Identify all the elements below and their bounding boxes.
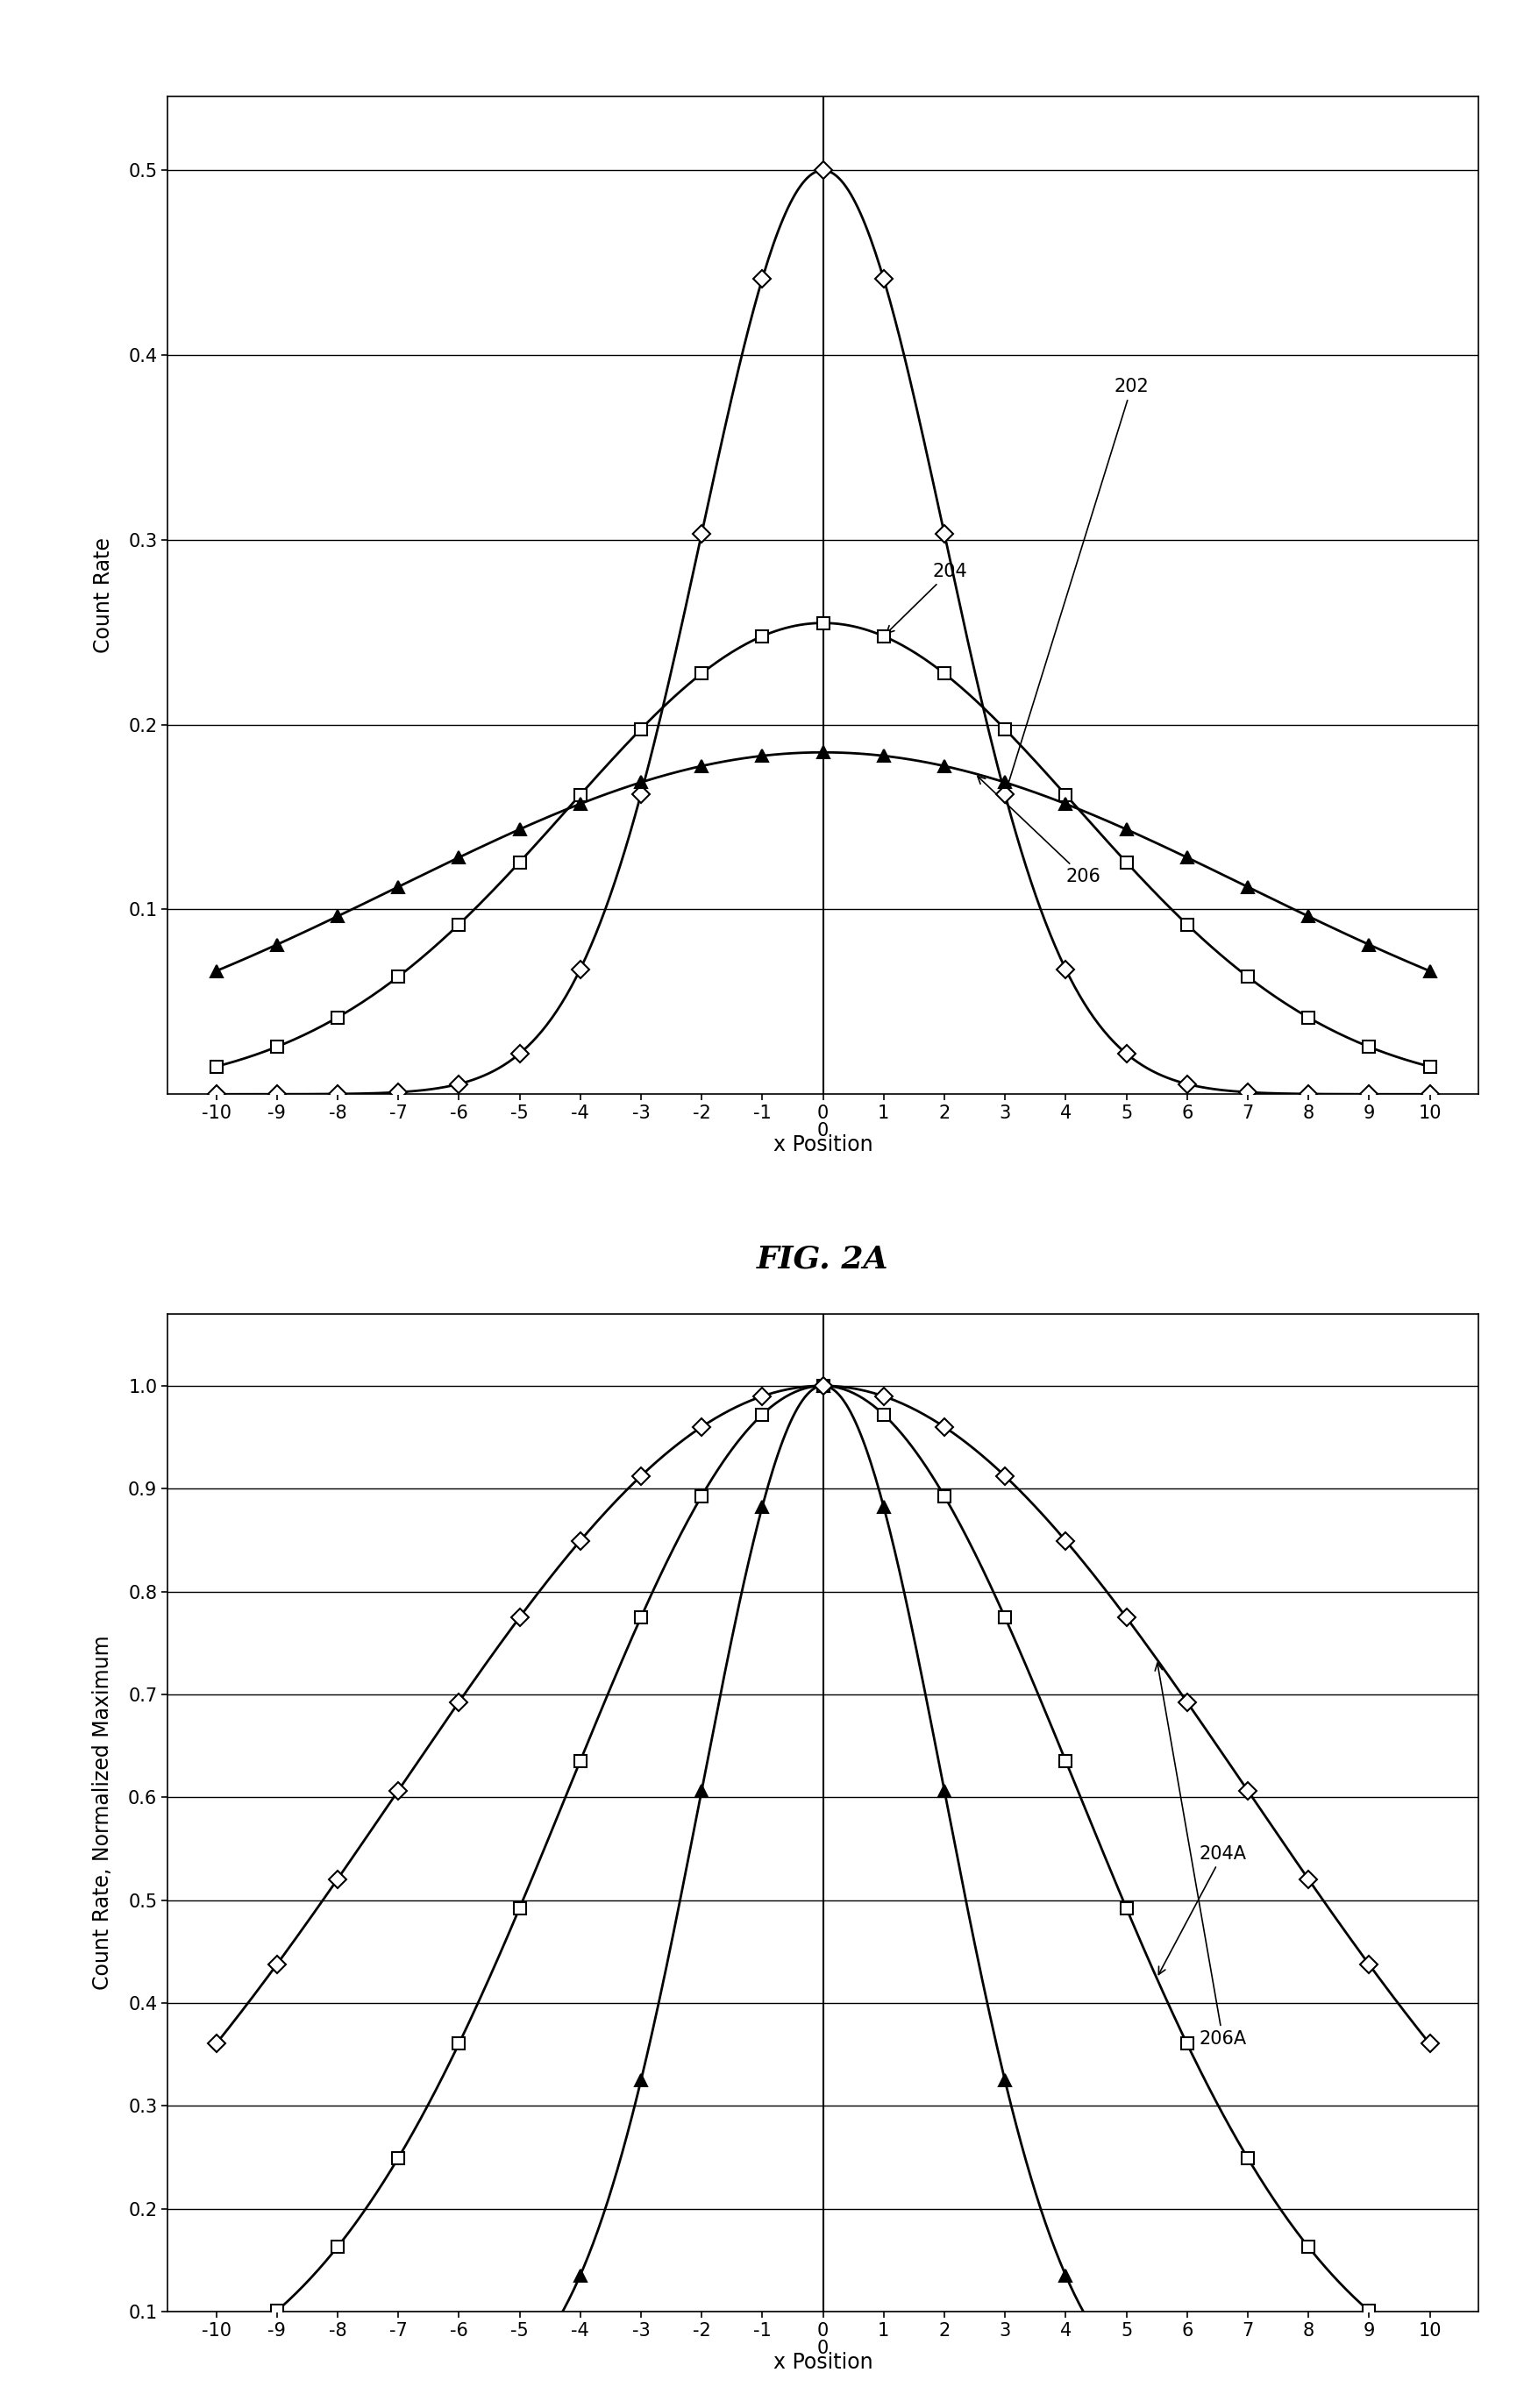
Y-axis label: Count Rate: Count Rate xyxy=(93,537,114,653)
Text: 0: 0 xyxy=(817,1122,829,1139)
Y-axis label: Count Rate, Normalized Maximum: Count Rate, Normalized Maximum xyxy=(93,1635,113,1989)
Text: 206A: 206A xyxy=(1155,1664,1247,2047)
Text: 204: 204 xyxy=(887,563,968,633)
Text: 206: 206 xyxy=(977,775,1100,886)
X-axis label: x Position: x Position xyxy=(773,1134,873,1156)
X-axis label: x Position: x Position xyxy=(773,2353,873,2372)
Text: 204A: 204A xyxy=(1158,1845,1247,1975)
Text: 202: 202 xyxy=(1004,378,1149,790)
Text: 0: 0 xyxy=(817,2341,829,2357)
Text: FIG. 2A: FIG. 2A xyxy=(757,1245,888,1274)
